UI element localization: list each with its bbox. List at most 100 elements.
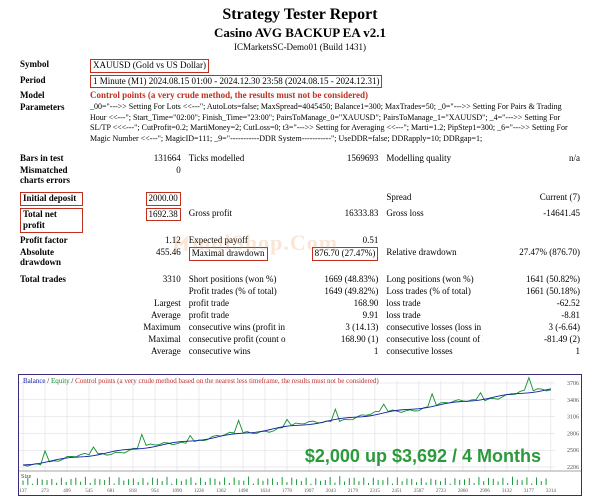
max-label: Maximum bbox=[88, 321, 187, 333]
bars-label: Bars in test bbox=[18, 152, 88, 164]
svg-text:818: 818 bbox=[129, 489, 137, 494]
grossprofit-value: 16333.83 bbox=[286, 207, 385, 234]
ep-value: 0.51 bbox=[286, 234, 385, 246]
avg-lt-value: -8.81 bbox=[483, 309, 582, 321]
ticks-value: 1569693 bbox=[286, 152, 385, 164]
model-value: Control points (a very crude method, the… bbox=[88, 89, 582, 101]
svg-text:Size: Size bbox=[21, 474, 32, 480]
ep-label: Expected payoff bbox=[187, 234, 286, 246]
svg-text:3177: 3177 bbox=[524, 489, 535, 494]
avg-pt-label: profit trade bbox=[187, 309, 286, 321]
svg-text:2206: 2206 bbox=[567, 465, 579, 471]
absdd-value: 455.46 bbox=[88, 246, 187, 268]
chart-overlay-text: $2,000 up $3,692 / 4 Months bbox=[305, 446, 541, 467]
maxp-cl-label: consecutive loss (count of losses) bbox=[384, 333, 483, 345]
svg-text:1226: 1226 bbox=[194, 489, 205, 494]
balance-chart: Balance / Equity / Control points (a ver… bbox=[18, 374, 582, 496]
maxdd-label: Maximal drawdown bbox=[189, 247, 268, 261]
symbol-value: XAUUSD (Gold vs US Dollar) bbox=[90, 59, 209, 73]
svg-text:2806: 2806 bbox=[567, 431, 579, 437]
mismatch-label: Mismatched charts errors bbox=[18, 164, 88, 186]
avg-pt-value: 9.91 bbox=[286, 309, 385, 321]
modq-value: n/a bbox=[483, 152, 582, 164]
netprofit-label: Total net profit bbox=[20, 208, 83, 233]
shortpos-value: 1669 (48.83%) bbox=[286, 273, 385, 285]
svg-text:2451: 2451 bbox=[392, 489, 403, 494]
mismatch-value: 0 bbox=[88, 164, 187, 186]
spread-label: Spread bbox=[384, 191, 483, 207]
build-info: ICMarketsSC-Demo01 (Build 1431) bbox=[0, 42, 600, 52]
svg-text:3132: 3132 bbox=[502, 489, 513, 494]
profittrades-value: 1649 (49.82%) bbox=[286, 285, 385, 297]
svg-text:2315: 2315 bbox=[370, 489, 381, 494]
report-table: Symbol XAUUSD (Gold vs US Dollar) Period… bbox=[18, 58, 582, 357]
largest-pt-value: 168.90 bbox=[286, 297, 385, 309]
reldd-value: 27.47% (876.70) bbox=[483, 246, 582, 268]
longpos-value: 1641 (50.82%) bbox=[483, 273, 582, 285]
params-value: _00="--->> Setting For Lots <<---"; Auto… bbox=[88, 101, 582, 147]
period-value: 1 Minute (M1) 2024.08.15 01:00 - 2024.12… bbox=[90, 75, 382, 89]
spread-value: Current (7) bbox=[483, 191, 582, 207]
chart-svg: 3706340631062806250622061372734095456818… bbox=[19, 375, 581, 495]
modq-label: Modelling quality bbox=[384, 152, 483, 164]
grossloss-label: Gross loss bbox=[384, 207, 483, 234]
svg-text:1907: 1907 bbox=[304, 489, 315, 494]
svg-text:2587: 2587 bbox=[414, 489, 425, 494]
maxdd-value: 876.70 (27.47%) bbox=[312, 247, 379, 261]
totaltrades-label: Total trades bbox=[18, 273, 88, 285]
svg-text:1362: 1362 bbox=[216, 489, 227, 494]
svg-text:681: 681 bbox=[107, 489, 115, 494]
svg-text:1498: 1498 bbox=[238, 489, 249, 494]
pf-value: 1.12 bbox=[88, 234, 187, 246]
svg-text:2723: 2723 bbox=[436, 489, 447, 494]
avgc-cw-label: consecutive wins bbox=[187, 345, 286, 357]
profittrades-label: Profit trades (% of total) bbox=[187, 285, 286, 297]
totaltrades-value: 3310 bbox=[88, 273, 187, 285]
maxp-cw-label: consecutive profit (count of wins) bbox=[187, 333, 286, 345]
losstrades-value: 1661 (50.18%) bbox=[483, 285, 582, 297]
largest-pt-label: profit trade bbox=[187, 297, 286, 309]
svg-text:137: 137 bbox=[19, 489, 27, 494]
svg-text:1634: 1634 bbox=[260, 489, 271, 494]
ticks-label: Ticks modelled bbox=[187, 152, 286, 164]
largest-lt-label: loss trade bbox=[384, 297, 483, 309]
bars-value: 131664 bbox=[88, 152, 187, 164]
avgc-label: Average bbox=[88, 345, 187, 357]
maxp-cl-value: -81.49 (2) bbox=[483, 333, 582, 345]
svg-text:954: 954 bbox=[151, 489, 159, 494]
svg-text:3314: 3314 bbox=[546, 489, 557, 494]
pf-label: Profit factor bbox=[18, 234, 88, 246]
svg-text:2996: 2996 bbox=[480, 489, 491, 494]
svg-text:2506: 2506 bbox=[567, 448, 579, 454]
svg-text:545: 545 bbox=[85, 489, 93, 494]
initdep-label: Initial deposit bbox=[20, 192, 83, 206]
max-cl-label: consecutive losses (loss in money) bbox=[384, 321, 483, 333]
svg-text:3406: 3406 bbox=[567, 398, 579, 404]
model-label: Model bbox=[18, 89, 88, 101]
avgc-cl-label: consecutive losses bbox=[384, 345, 483, 357]
avgc-cl-value: 1 bbox=[483, 345, 582, 357]
svg-text:3106: 3106 bbox=[567, 415, 579, 421]
initdep-value: 2000.00 bbox=[146, 192, 181, 206]
largest-label: Largest bbox=[88, 297, 187, 309]
svg-text:3706: 3706 bbox=[567, 381, 579, 387]
svg-text:2043: 2043 bbox=[326, 489, 337, 494]
reldd-label: Relative drawdown bbox=[384, 246, 483, 268]
symbol-label: Symbol bbox=[18, 58, 88, 74]
svg-text:2860: 2860 bbox=[458, 489, 469, 494]
netprofit-value: 1692.38 bbox=[146, 208, 181, 222]
max-cw-value: 3 (14.13) bbox=[286, 321, 385, 333]
absdd-label: Absolute drawdown bbox=[18, 246, 88, 268]
avgc-cw-value: 1 bbox=[286, 345, 385, 357]
chart-legend: Balance / Equity / Control points (a ver… bbox=[23, 377, 379, 385]
svg-text:409: 409 bbox=[63, 489, 71, 494]
longpos-label: Long positions (won %) bbox=[384, 273, 483, 285]
params-label: Parameters bbox=[18, 101, 88, 147]
grossprofit-label: Gross profit bbox=[187, 207, 286, 234]
period-label: Period bbox=[18, 74, 88, 90]
max-cw-label: consecutive wins (profit in money) bbox=[187, 321, 286, 333]
avg-lt-label: loss trade bbox=[384, 309, 483, 321]
svg-text:2179: 2179 bbox=[348, 489, 359, 494]
ea-name: Casino AVG BACKUP EA v2.1 bbox=[0, 25, 600, 41]
max-cl-value: 3 (-6.64) bbox=[483, 321, 582, 333]
